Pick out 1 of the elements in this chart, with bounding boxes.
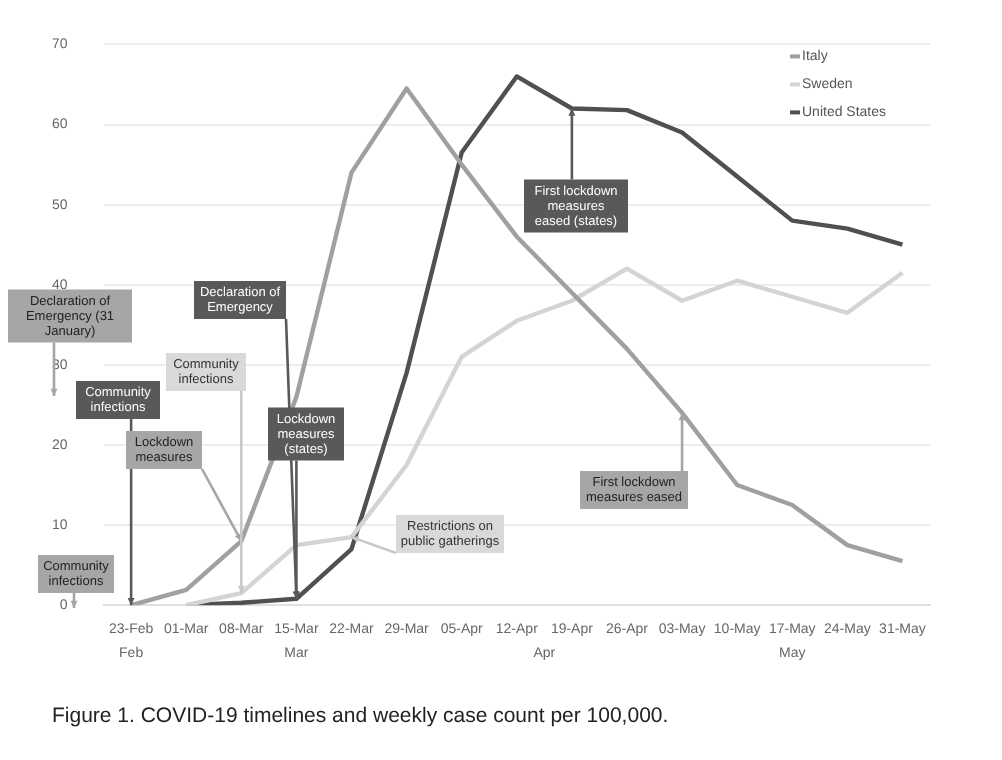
text: Figure 1. COVID-19 timelines and weekly case count per 100,000. (52, 704, 671, 728)
